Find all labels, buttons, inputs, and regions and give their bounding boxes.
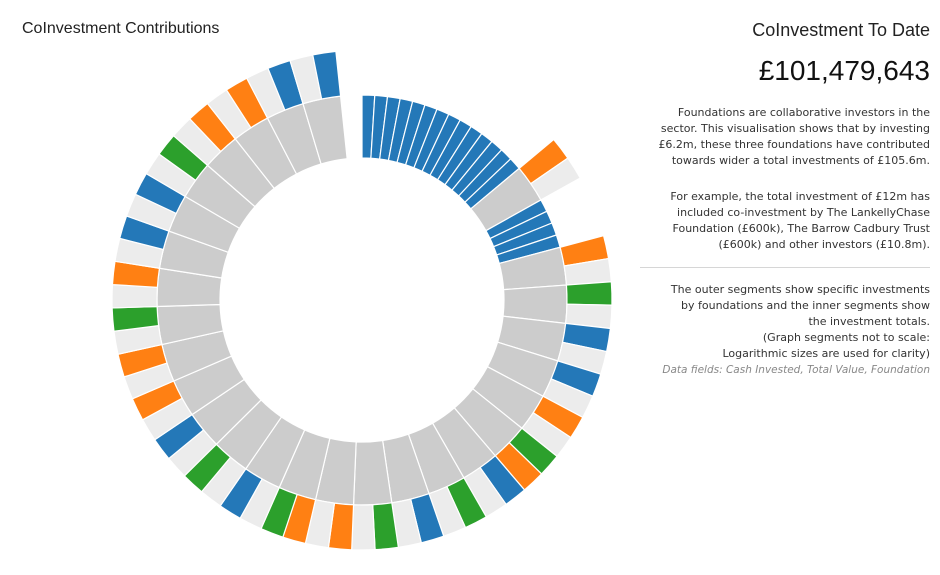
total-value: £101,479,643: [758, 55, 930, 86]
sunburst-chart: [111, 50, 613, 551]
note-line: (Graph segments not to scale:: [762, 331, 930, 344]
divider: [640, 267, 930, 268]
note-line: The outer segments show specific investm…: [670, 283, 930, 296]
note-line: Logarithmic sizes are used for clarity): [722, 347, 930, 360]
outer-segment-blue[interactable]: [312, 50, 342, 100]
note-line: the investment totals.: [808, 315, 930, 328]
outer-segment-other[interactable]: [111, 283, 159, 309]
data-fields-note: Data fields: Cash Invested, Total Value,…: [662, 364, 930, 376]
side-panel: CoInvestment To Date £101,479,643 Founda…: [640, 20, 930, 378]
example-paragraph: For example, the total investment of £12…: [670, 190, 930, 251]
side-heading: CoInvestment To Date: [752, 20, 930, 40]
chart-title: CoInvestment Contributions: [22, 20, 220, 37]
chart-note: The outer segments show specific investm…: [640, 282, 930, 378]
outer-segment-green[interactable]: [565, 281, 613, 306]
note-line: by foundations and the inner segments sh…: [681, 299, 930, 312]
outer-segment-other[interactable]: [351, 504, 376, 551]
description-paragraph: Foundations are collaborative investors …: [658, 106, 930, 167]
